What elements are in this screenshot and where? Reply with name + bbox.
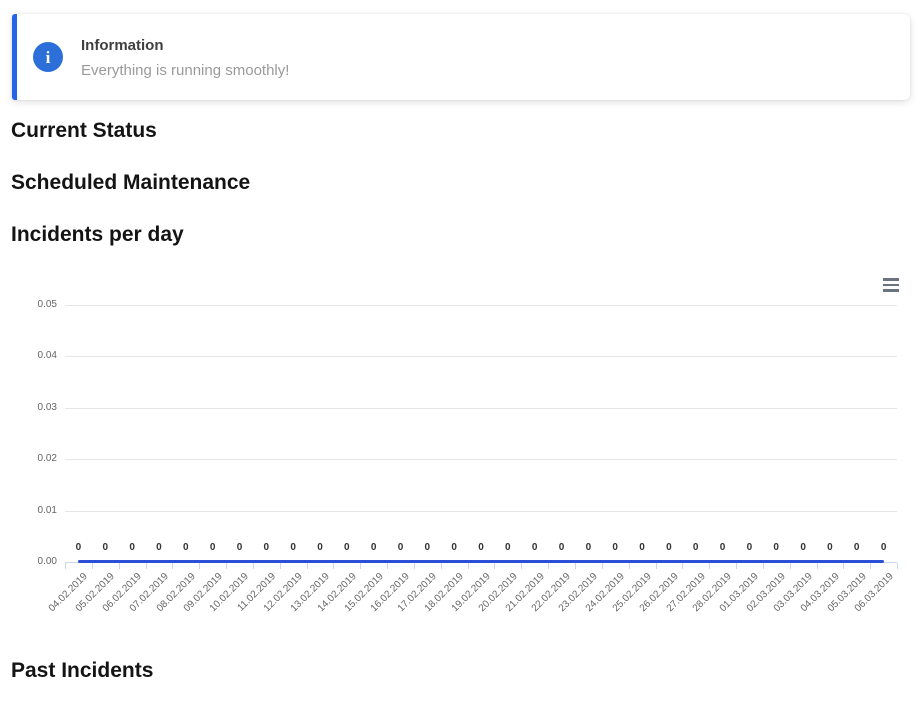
data-label: 0	[129, 542, 135, 553]
incidents-chart[interactable]: 0.00 0.01 0.02 0.03 0.04 0.05 0 0 0 0 0 0 0 0 0 0 0 0 0 0 0 0…	[10, 268, 912, 640]
y-axis-label: 0.01	[37, 504, 57, 516]
y-axis-label: 0.05	[37, 299, 57, 310]
data-label: 0	[451, 542, 457, 553]
y-axis-label: 0.04	[37, 350, 57, 362]
hamburger-menu-icon	[883, 278, 899, 292]
data-label: 0	[800, 542, 806, 553]
x-tick	[843, 563, 845, 569]
y-axis-label: 0.03	[37, 401, 57, 413]
x-tick	[306, 563, 308, 569]
chart-menu-button[interactable]	[878, 274, 904, 296]
x-tick	[467, 563, 469, 569]
x-tick	[172, 563, 174, 569]
gridline	[65, 356, 897, 358]
data-label: 0	[692, 542, 699, 553]
x-tick	[521, 563, 523, 569]
data-label: 0	[290, 542, 296, 553]
banner-title: Information	[81, 37, 164, 54]
x-tick	[413, 563, 415, 569]
x-tick	[682, 563, 684, 569]
x-tick	[91, 563, 93, 569]
x-tick	[145, 563, 147, 569]
y-axis-label: 0.02	[37, 453, 57, 465]
data-label: 0	[317, 542, 323, 553]
x-tick	[360, 563, 362, 569]
x-tick	[333, 563, 335, 569]
data-label: 0	[75, 542, 82, 553]
x-tick	[65, 563, 66, 569]
x-tick	[440, 563, 442, 569]
x-tick	[387, 563, 389, 569]
data-label: 0	[639, 542, 645, 553]
data-label: 0	[209, 542, 216, 553]
data-label: 0	[719, 542, 726, 553]
x-tick	[252, 563, 254, 569]
heading-scheduled-maintenance: Scheduled Maintenance	[11, 171, 251, 194]
heading-incidents-per-day: Incidents per day	[11, 223, 184, 246]
data-label: 0	[370, 542, 377, 553]
gridline	[65, 459, 897, 461]
data-label: 0	[236, 542, 243, 553]
x-tick	[279, 563, 281, 569]
data-label: 0	[505, 542, 511, 553]
data-label: 0	[397, 542, 404, 553]
data-label: 0	[424, 542, 431, 553]
y-axis-label: 0.00	[37, 556, 57, 567]
data-label: 0	[156, 542, 162, 553]
x-tick	[199, 563, 201, 569]
data-label: 0	[853, 542, 860, 553]
x-tick	[548, 563, 550, 569]
data-label: 0	[827, 542, 833, 553]
heading-past-incidents: Past Incidents	[11, 659, 154, 682]
x-tick	[789, 563, 791, 569]
x-tick	[897, 563, 898, 569]
gridline	[65, 510, 897, 512]
data-label: 0	[183, 542, 189, 553]
data-label: 0	[263, 542, 270, 553]
x-tick	[226, 563, 227, 569]
data-label: 0	[746, 542, 753, 553]
x-tick	[709, 563, 711, 569]
x-tick	[736, 563, 737, 569]
x-tick	[870, 563, 872, 569]
x-tick	[574, 563, 576, 569]
info-banner: i Information Everything is running smoo…	[12, 14, 910, 100]
x-tick	[816, 563, 818, 569]
gridline	[65, 305, 897, 306]
data-label: 0	[102, 542, 109, 553]
info-icon-glyph: i	[45, 47, 51, 67]
x-tick	[601, 563, 603, 569]
data-label: 0	[478, 542, 484, 553]
x-tick	[494, 563, 496, 569]
gridline	[65, 407, 897, 409]
x-tick	[655, 563, 657, 569]
data-label: 0	[666, 542, 672, 553]
series-line[interactable]	[78, 560, 884, 563]
banner-message: Everything is running smoothly!	[81, 62, 290, 79]
data-label: 0	[773, 542, 779, 553]
data-label: 0	[344, 542, 350, 553]
x-tick	[118, 563, 120, 569]
data-label: 0	[531, 542, 538, 553]
data-label: 0	[612, 542, 618, 553]
data-label: 0	[558, 542, 565, 553]
x-tick	[628, 563, 630, 569]
data-label: 0	[880, 542, 887, 553]
data-label: 0	[585, 542, 592, 553]
heading-current-status: Current Status	[11, 119, 157, 142]
info-circle-icon: i	[33, 42, 63, 72]
x-tick	[762, 563, 764, 569]
